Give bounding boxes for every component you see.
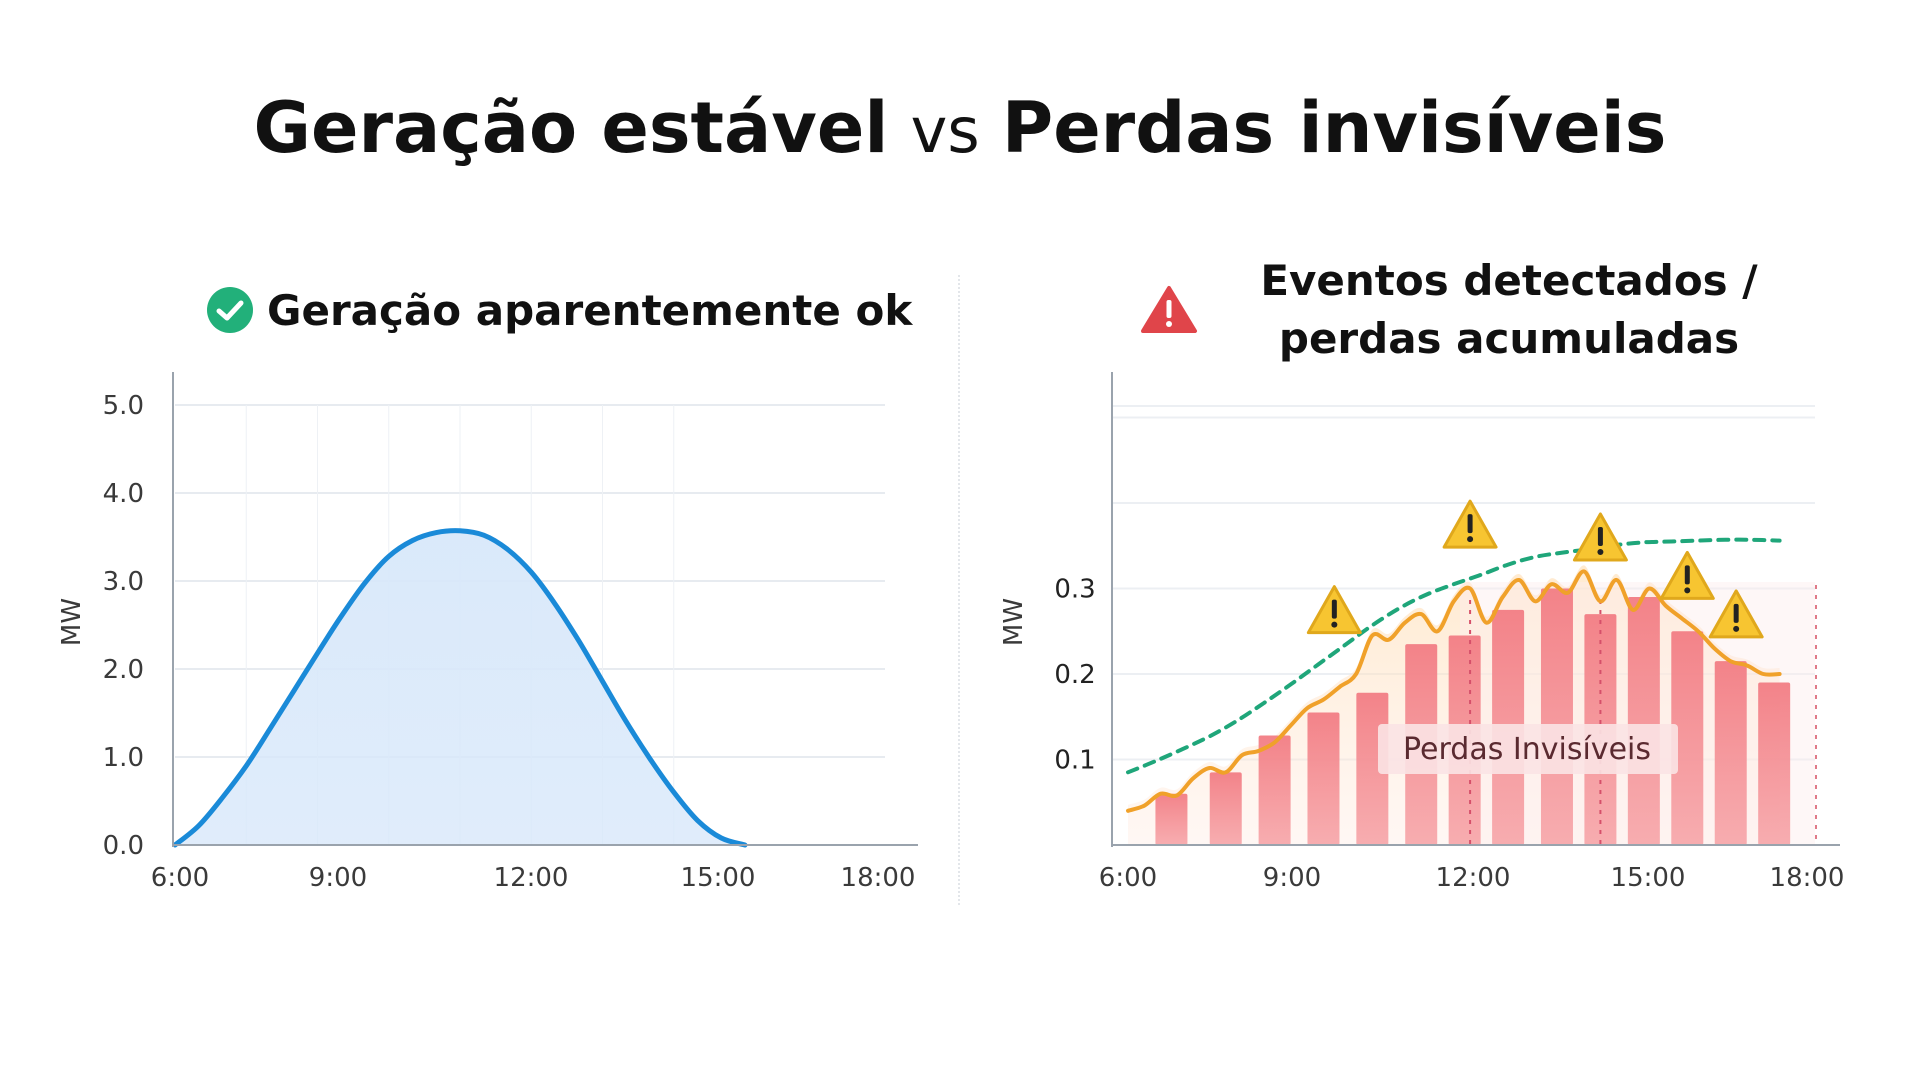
main-title: Geração estável vs Perdas invisíveis <box>0 82 1920 177</box>
left-y-tick-label: 4.0 <box>103 479 144 509</box>
right-actual-line <box>1126 569 1782 813</box>
warning-marker-dot <box>1684 587 1691 594</box>
left-y-axis-label: MW <box>57 598 87 646</box>
left-y-tick-label: 3.0 <box>103 567 144 597</box>
right-panel-title: Eventos detectados / perdas acumuladas <box>1140 252 1820 368</box>
left-panel-title-text: Geração aparentemente ok <box>267 285 913 335</box>
right-annotation-label: Perdas Invisíveis <box>1403 732 1651 767</box>
warning-marker-bar <box>1684 565 1690 585</box>
warning-marker-bar <box>1733 603 1739 623</box>
right-x-tick-label: 18:00 <box>1770 863 1845 893</box>
warning-marker-dot <box>1331 621 1338 628</box>
right-loss-bar <box>1671 631 1704 845</box>
warning-triangle-icon <box>1141 286 1197 333</box>
title-vs: vs <box>910 94 980 167</box>
panel-divider <box>958 275 960 905</box>
right-loss-bar <box>1258 735 1291 845</box>
left-y-tick-label: 0.0 <box>103 831 144 861</box>
right-loss-bar <box>1627 597 1660 845</box>
left-generation-line <box>172 528 748 848</box>
warning-marker-icon <box>1659 550 1715 600</box>
left-x-tick-label: 12:00 <box>494 863 569 893</box>
warning-marker-icon <box>1708 589 1764 639</box>
right-x-tick-label: 6:00 <box>1099 863 1157 893</box>
warning-marker-icon <box>1572 512 1628 562</box>
warning-marker-bar <box>1467 514 1473 534</box>
left-x-tick-label: 18:00 <box>841 863 916 893</box>
right-y-tick-label: 0.2 <box>1054 660 1095 690</box>
right-x-tick-label: 12:00 <box>1436 863 1511 893</box>
right-loss-bar <box>1307 712 1340 845</box>
check-circle-icon <box>207 287 253 333</box>
left-panel-title: Geração aparentemente ok <box>205 282 912 338</box>
left-x-tick-label: 15:00 <box>681 863 756 893</box>
warning-marker-dot <box>1733 625 1740 632</box>
right-x-tick-label: 9:00 <box>1263 863 1321 893</box>
right-annotation-bg <box>1378 724 1678 774</box>
warning-marker-bar <box>1331 599 1337 619</box>
left-x-tick-label: 9:00 <box>309 863 367 893</box>
right-x-tick-label: 15:00 <box>1611 863 1686 893</box>
right-loss-bar <box>1540 588 1573 845</box>
title-part2: Perdas invisíveis <box>1001 87 1667 169</box>
left-area-fill <box>175 530 745 845</box>
right-loss-bar <box>1714 661 1747 845</box>
title-part1: Geração estável <box>253 87 889 169</box>
left-y-tick-label: 2.0 <box>103 655 144 685</box>
warning-marker-icon <box>1306 585 1362 635</box>
right-y-axis-label: MW <box>999 598 1029 646</box>
left-y-tick-label: 5.0 <box>103 391 144 421</box>
right-panel-title-text: Eventos detectados / perdas acumuladas <box>1260 256 1758 363</box>
right-y-tick-label: 0.3 <box>1054 575 1095 605</box>
warning-marker-dot <box>1467 536 1474 543</box>
warning-marker-dot <box>1597 548 1604 555</box>
right-expected-dashed-line <box>1126 537 1782 775</box>
right-loss-bar <box>1758 682 1791 845</box>
left-x-tick-label: 6:00 <box>151 863 209 893</box>
right-loss-bar <box>1155 793 1188 845</box>
warning-marker-bar <box>1597 526 1603 546</box>
left-y-tick-label: 1.0 <box>103 743 144 773</box>
right-y-tick-label: 0.1 <box>1054 746 1095 776</box>
right-loss-bar <box>1209 772 1242 845</box>
warning-marker-icon <box>1442 499 1498 549</box>
